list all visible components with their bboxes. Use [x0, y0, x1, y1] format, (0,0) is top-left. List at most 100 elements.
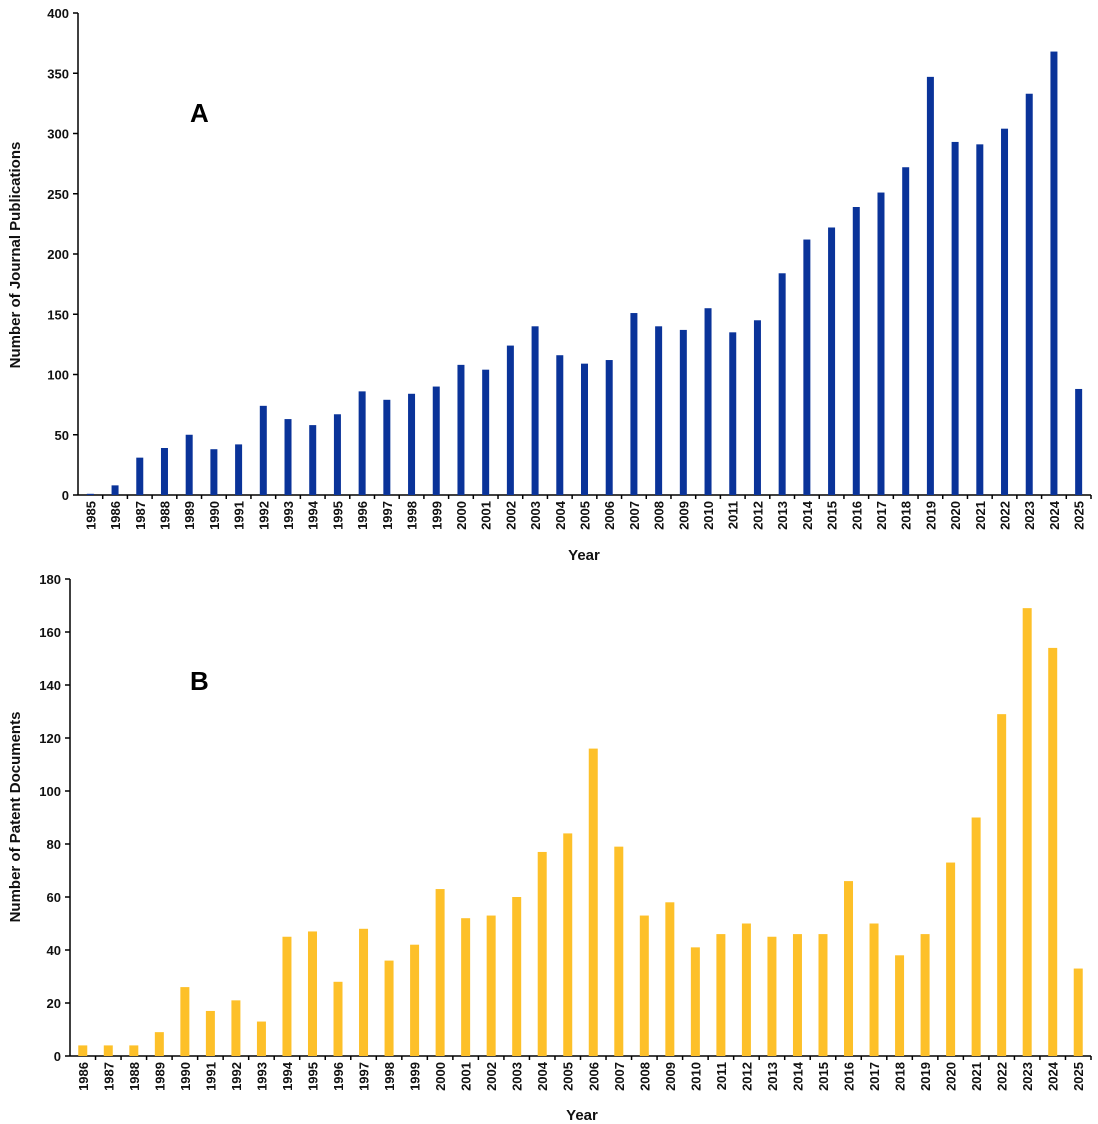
x-tick-label: 1994: [280, 1061, 295, 1091]
y-tick-label: 0: [54, 1049, 61, 1064]
y-tick-label: 120: [39, 731, 61, 746]
x-tick-label: 1993: [281, 501, 296, 530]
x-tick-label: 1987: [133, 501, 148, 530]
x-tick-label: 2017: [867, 1062, 882, 1091]
bar-1991: [205, 1010, 215, 1056]
x-tick-label: 2008: [637, 1062, 652, 1091]
x-tick-label: 1989: [182, 501, 197, 530]
bar-1992: [231, 1000, 241, 1056]
bar-2019: [920, 934, 930, 1056]
bar-2023: [1025, 93, 1033, 496]
bar-2000: [435, 889, 445, 1056]
x-tick-label: 2024: [1047, 500, 1062, 530]
bar-2006: [605, 360, 613, 495]
y-tick-label: 50: [55, 428, 69, 443]
bar-2005: [563, 833, 573, 1056]
bar-2010: [690, 947, 700, 1056]
bar-2002: [486, 915, 496, 1056]
x-tick-label: 2003: [528, 501, 543, 530]
bar-2011: [729, 332, 737, 495]
x-tick-label: 2014: [800, 500, 815, 530]
bar-1990: [210, 449, 218, 495]
x-tick-label: 1986: [108, 501, 123, 530]
x-tick-label: 2019: [923, 501, 938, 530]
x-tick-label: 2022: [998, 501, 1013, 530]
x-tick-label: 2020: [944, 1062, 959, 1091]
x-tick-label: 2010: [701, 501, 716, 530]
bar-2019: [926, 76, 934, 496]
x-tick-label: 1995: [330, 501, 345, 530]
x-tick-label: 2007: [612, 1062, 627, 1091]
bar-1999: [410, 944, 420, 1056]
x-tick-label: 2014: [790, 1061, 805, 1091]
bar-2015: [828, 227, 836, 496]
bar-1987: [136, 457, 144, 495]
bar-1997: [359, 928, 369, 1056]
bar-2007: [630, 313, 638, 495]
x-tick-label: 2013: [775, 501, 790, 530]
bar-2006: [588, 748, 598, 1056]
bar-2008: [655, 326, 663, 495]
bar-2021: [971, 817, 981, 1056]
x-tick-label: 2008: [652, 501, 667, 530]
x-tick-label: 2025: [1072, 501, 1087, 530]
bar-2024: [1048, 647, 1058, 1056]
bar-1994: [282, 936, 292, 1056]
bar-2008: [639, 915, 649, 1056]
x-tick-label: 1988: [157, 501, 172, 530]
y-tick-label: 300: [47, 127, 69, 142]
bar-1990: [180, 987, 190, 1056]
bar-1993: [284, 419, 292, 495]
bar-2016: [844, 881, 854, 1056]
bar-2022: [1001, 128, 1009, 495]
x-tick-label: 2018: [899, 501, 914, 530]
y-tick-label: 100: [39, 784, 61, 799]
x-tick-label: 2006: [586, 1062, 601, 1091]
x-tick-label: 2013: [765, 1062, 780, 1091]
bar-2009: [679, 329, 687, 495]
bar-2004: [556, 355, 564, 495]
bar-2005: [581, 363, 588, 495]
bar-2001: [461, 918, 471, 1056]
bar-2024: [1050, 51, 1058, 496]
y-tick-label: 40: [47, 943, 61, 958]
x-tick-label: 2025: [1071, 1062, 1086, 1091]
x-tick-label: 2023: [1022, 501, 1037, 530]
bar-1994: [309, 425, 317, 495]
x-tick-label: 2016: [842, 1062, 857, 1091]
bar-2025: [1075, 388, 1083, 495]
x-tick-label: 1997: [357, 1062, 372, 1091]
bar-1991: [235, 444, 243, 495]
bar-1996: [358, 391, 366, 495]
x-tick-label: 2021: [969, 1062, 984, 1091]
x-tick-label: 2024: [1046, 1061, 1061, 1091]
bar-1986: [111, 485, 119, 495]
x-tick-label: 2003: [510, 1062, 525, 1091]
y-tick-label: 80: [47, 837, 61, 852]
bar-2020: [951, 141, 959, 495]
y-tick-label: 0: [62, 488, 69, 503]
y-tick-label: 20: [47, 996, 61, 1011]
bar-2000: [457, 364, 465, 495]
x-tick-label: 1991: [203, 1062, 218, 1091]
bar-2014: [792, 934, 802, 1056]
x-tick-label: 2002: [503, 501, 518, 530]
bar-2012: [753, 320, 761, 495]
x-tick-label: 1992: [256, 501, 271, 530]
bar-1989: [185, 434, 193, 495]
x-tick-label: 1997: [380, 501, 395, 530]
x-tick-label: 2022: [995, 1062, 1010, 1091]
x-tick-label: 1998: [382, 1062, 397, 1091]
bar-2017: [869, 923, 879, 1056]
x-tick-label: 2020: [948, 501, 963, 530]
x-tick-label: 2021: [973, 501, 988, 530]
patent-documents-chart: B Number of Patent Documents Year 0 20 40 6…: [7, 572, 1092, 1124]
x-tick-label: 1986: [76, 1062, 91, 1091]
bar-2013: [778, 273, 786, 495]
x-tick-label: 2005: [561, 1062, 576, 1091]
x-tick-label: 2009: [676, 501, 691, 530]
x-tick-label: 2007: [627, 501, 642, 530]
bar-2018: [895, 955, 905, 1056]
x-tick-label: 2006: [602, 501, 617, 530]
